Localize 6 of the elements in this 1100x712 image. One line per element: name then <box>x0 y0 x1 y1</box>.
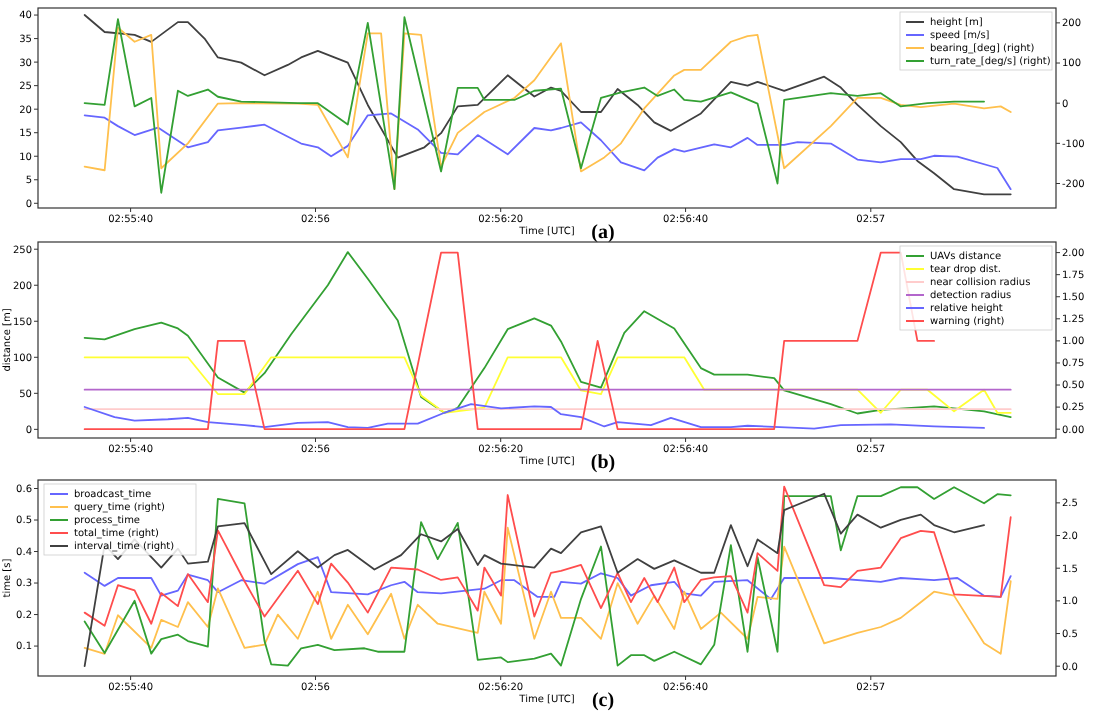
text: (c) <box>591 690 615 712</box>
line-series <box>83 112 1012 191</box>
line-series <box>83 556 1012 601</box>
text: (b) <box>590 452 616 474</box>
annotation: (a) <box>591 222 615 244</box>
line-series <box>83 403 985 430</box>
